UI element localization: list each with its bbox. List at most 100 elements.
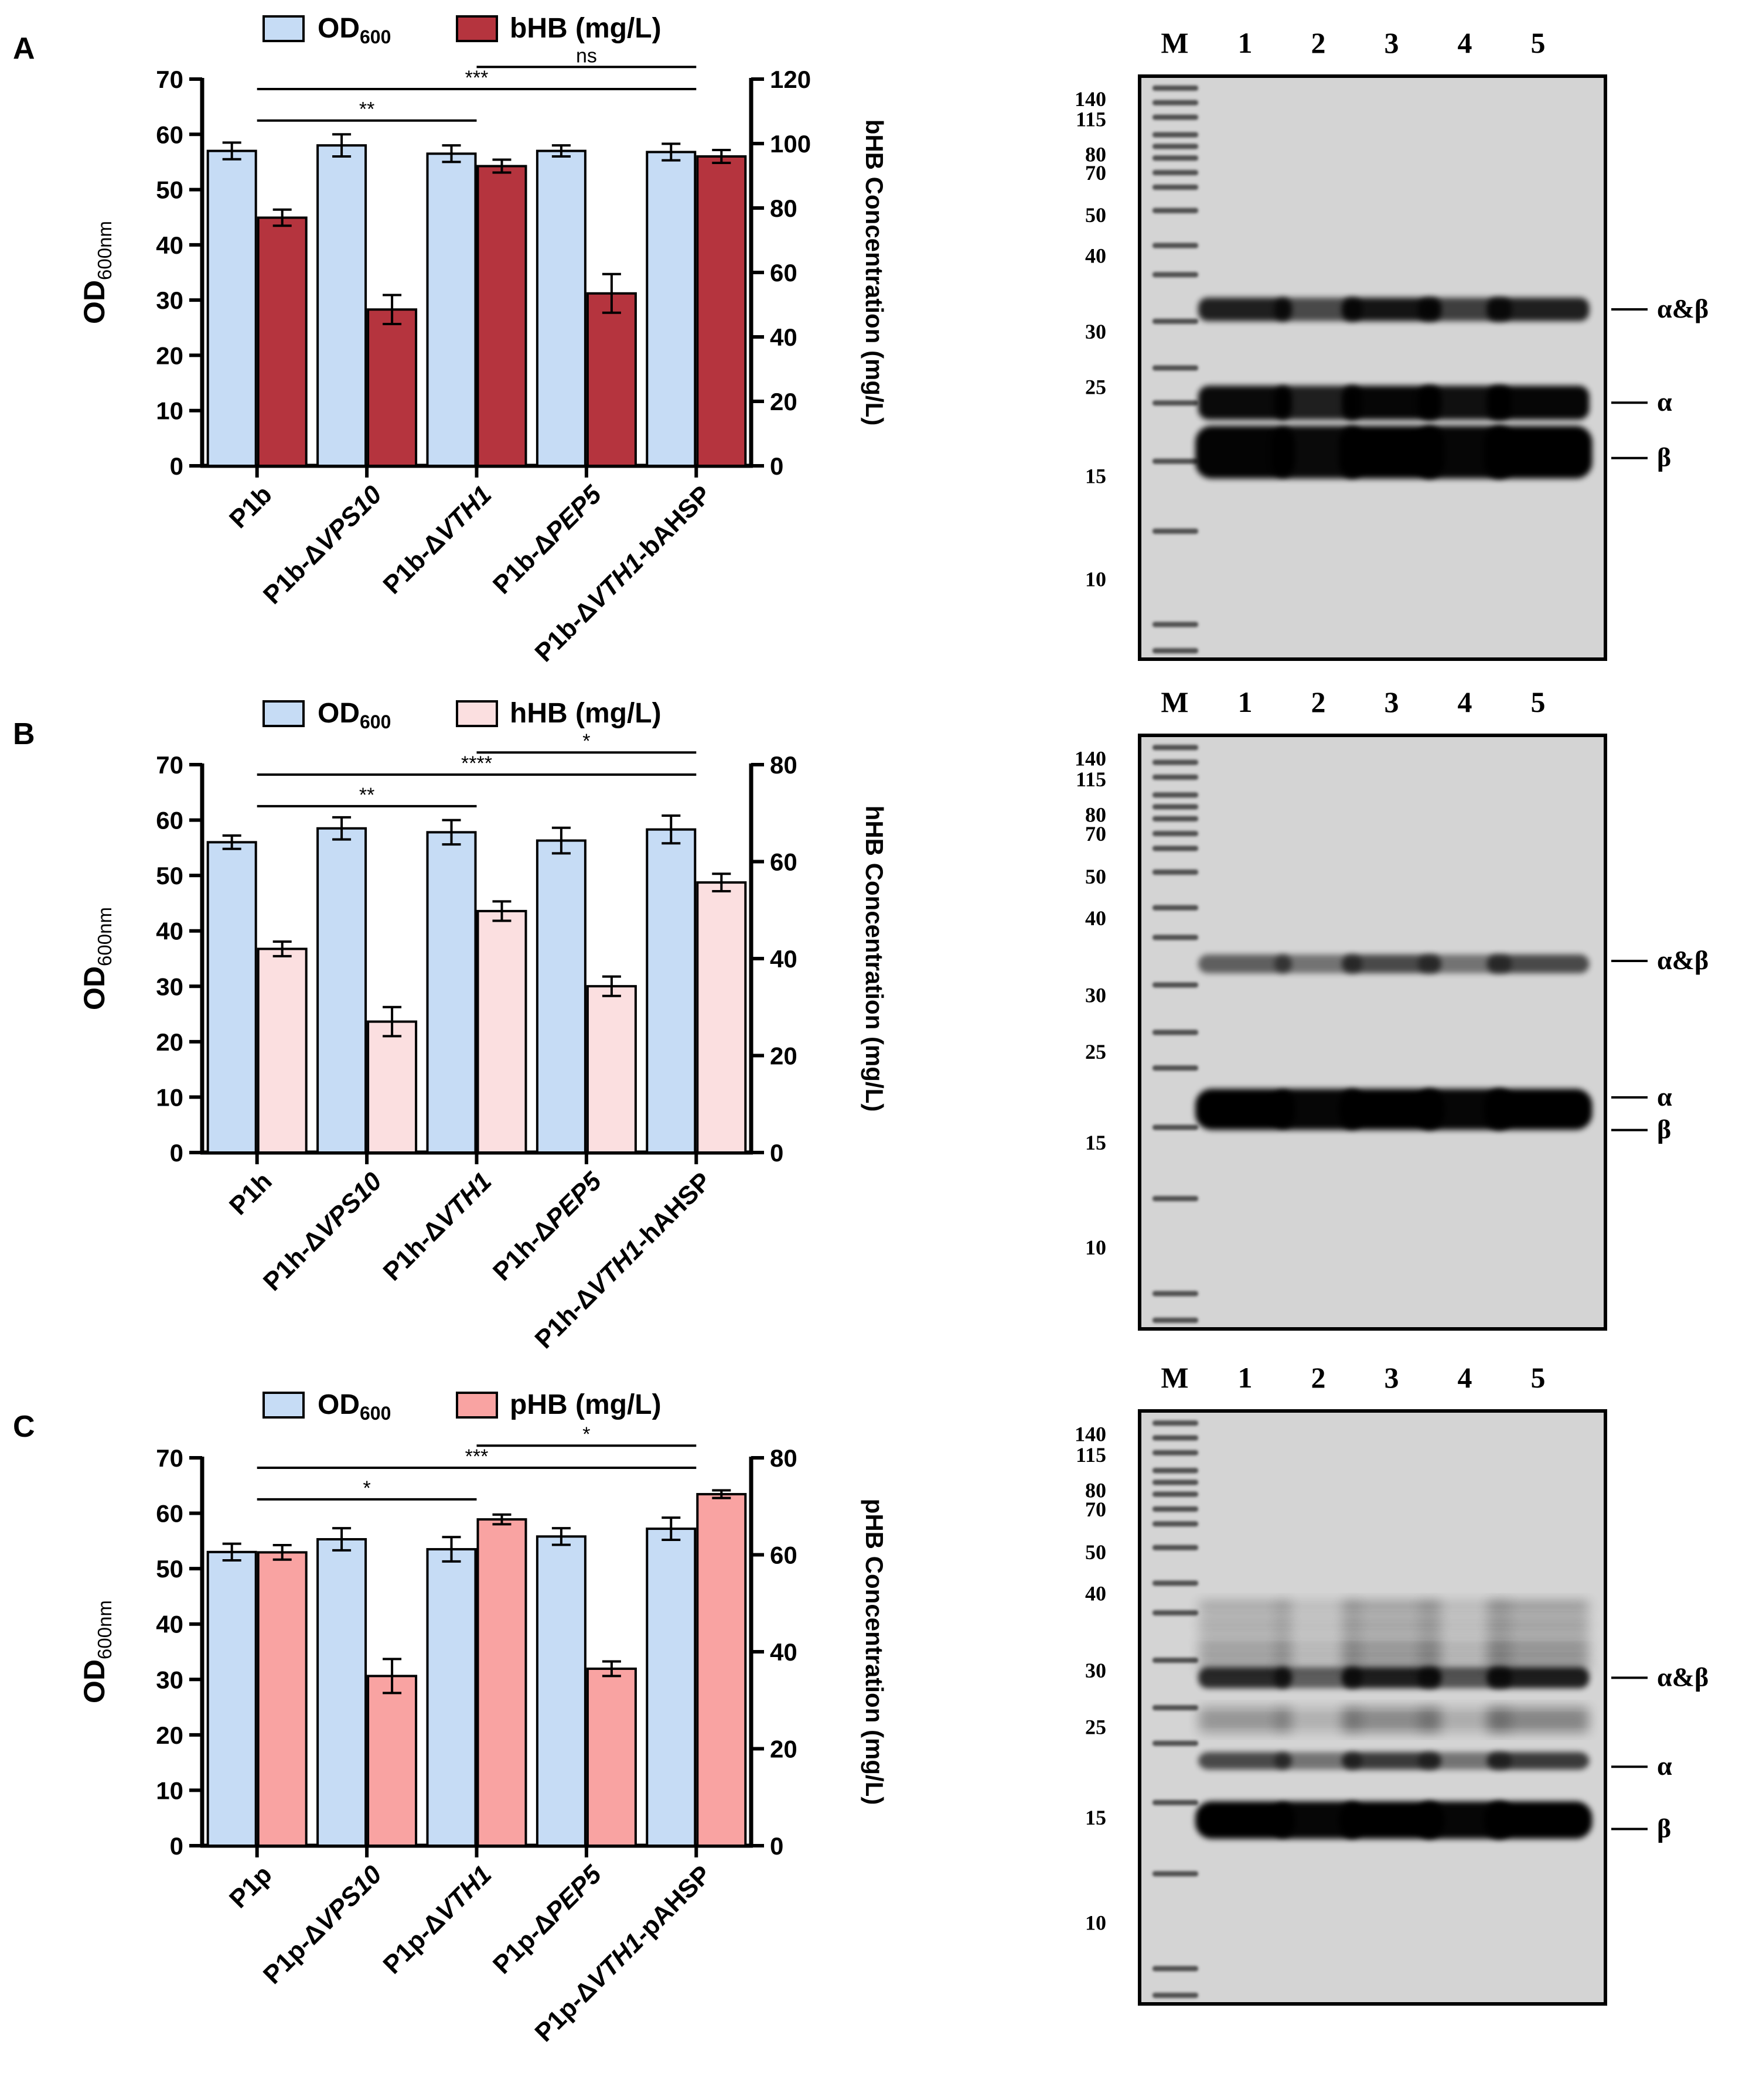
ladder-band bbox=[1152, 529, 1198, 534]
gel-smear-band bbox=[1486, 1636, 1590, 1649]
gel-marker-label: 25 bbox=[1085, 375, 1106, 398]
ladder-band bbox=[1152, 132, 1198, 138]
ladder-band bbox=[1152, 759, 1198, 765]
error-bar bbox=[383, 1005, 402, 1038]
gel-band-alpha bbox=[1274, 1752, 1362, 1770]
right-tick-label: 100 bbox=[770, 130, 811, 158]
ladder-band bbox=[1152, 1506, 1198, 1512]
gel-smear-band bbox=[1342, 1719, 1441, 1733]
ladder-band bbox=[1152, 207, 1198, 213]
legend-label-main: OD bbox=[318, 698, 360, 729]
x-category-part: -hAHSP bbox=[629, 1167, 717, 1254]
gel-marker-label: 80 bbox=[1085, 142, 1106, 166]
gel-band-beta bbox=[1484, 1089, 1593, 1130]
bar-hb bbox=[367, 1020, 418, 1154]
ladder-band bbox=[1152, 1196, 1198, 1202]
ladder-band bbox=[1152, 1580, 1198, 1586]
bar-hb bbox=[257, 216, 308, 467]
left-tick-label: 40 bbox=[156, 1611, 183, 1638]
gel-marker-label: 40 bbox=[1085, 1582, 1106, 1605]
ladder-band bbox=[1152, 792, 1198, 798]
gel-band-alpha-beta bbox=[1274, 298, 1362, 321]
gel-marker-label: 50 bbox=[1085, 203, 1106, 227]
panel-letter: B bbox=[13, 717, 35, 751]
error-bar bbox=[332, 816, 352, 841]
gel-smear-band bbox=[1198, 1636, 1292, 1649]
left-tick-label: 30 bbox=[156, 287, 183, 314]
gel-smear-band bbox=[1342, 1600, 1441, 1614]
left-tick-label: 70 bbox=[156, 751, 183, 779]
error-bar bbox=[442, 819, 461, 846]
gel-lane-label: 1 bbox=[1238, 1361, 1253, 1394]
gel-marker-label: 40 bbox=[1085, 244, 1106, 267]
x-category-part: P1b-Δ bbox=[378, 527, 451, 599]
gel-band-alpha bbox=[1342, 386, 1441, 420]
bar-od600 bbox=[536, 149, 587, 468]
right-tick-label: 80 bbox=[770, 195, 797, 222]
panel-letter: C bbox=[13, 1410, 35, 1444]
gel-marker-label: 140 bbox=[1075, 746, 1106, 770]
gel-marker-label: 140 bbox=[1075, 87, 1106, 111]
error-bar bbox=[222, 834, 241, 850]
left-axis-label: OD600nm bbox=[78, 907, 115, 1010]
ladder-band bbox=[1152, 365, 1198, 371]
x-category-label: P1p-ΔVTH1 bbox=[378, 1860, 497, 1979]
gel-marker-label: 40 bbox=[1085, 906, 1106, 930]
x-category-label: P1b-ΔVPS10 bbox=[258, 480, 388, 610]
gel-marker-label: 30 bbox=[1085, 320, 1106, 343]
ladder-band bbox=[1152, 935, 1198, 940]
gel-band-beta bbox=[1195, 1801, 1295, 1839]
gel-band-alpha bbox=[1342, 1752, 1441, 1770]
error-bar bbox=[602, 975, 621, 997]
x-category-label: P1b bbox=[224, 480, 278, 534]
left-tick-label: 10 bbox=[156, 1083, 183, 1111]
right-tick-label: 60 bbox=[770, 848, 797, 876]
left-axis-label: OD600nm bbox=[78, 221, 115, 324]
legend-label-sub: 600 bbox=[360, 1403, 391, 1424]
legend-label-main: OD bbox=[318, 1389, 360, 1420]
error-bar bbox=[272, 208, 292, 227]
error-bar bbox=[551, 826, 571, 855]
gel-lane-label: 5 bbox=[1531, 686, 1546, 718]
gel-band-alpha-beta bbox=[1274, 954, 1362, 974]
gel-marker-label: 115 bbox=[1076, 1443, 1106, 1467]
gel-band-alpha-beta bbox=[1486, 298, 1590, 321]
legend-label-hb: pHB (mg/L) bbox=[510, 1389, 661, 1420]
gel-smear-band bbox=[1274, 1707, 1362, 1721]
gel-lane-label: 4 bbox=[1458, 686, 1472, 718]
gel-marker-label: 15 bbox=[1085, 465, 1106, 488]
gel-band-alpha-beta bbox=[1486, 1667, 1590, 1689]
significance-label: ** bbox=[359, 98, 374, 121]
bar-hb bbox=[586, 985, 637, 1154]
gel-smear-band bbox=[1342, 1707, 1441, 1721]
gel-smear-band bbox=[1198, 1719, 1292, 1733]
right-tick-label: 20 bbox=[770, 1042, 797, 1070]
right-tick-label: 20 bbox=[770, 388, 797, 415]
left-tick-label: 50 bbox=[156, 862, 183, 889]
bar-od600 bbox=[536, 1535, 587, 1847]
gel-marker-label: 70 bbox=[1085, 161, 1106, 185]
band-label: β bbox=[1657, 442, 1671, 472]
gel-marker-label: 115 bbox=[1076, 108, 1106, 131]
ladder-band bbox=[1152, 458, 1198, 464]
bar-od600 bbox=[426, 831, 477, 1154]
gel-marker-label: 30 bbox=[1085, 984, 1106, 1007]
ladder-band bbox=[1152, 85, 1198, 91]
x-category-part: VPS10 bbox=[311, 1167, 388, 1244]
right-axis-label: bHB Concentration (mg/L) bbox=[861, 120, 888, 426]
ladder-band bbox=[1152, 1705, 1198, 1710]
gel-bands bbox=[1152, 745, 1593, 1323]
gel-lane-label: 2 bbox=[1311, 26, 1326, 59]
ladder-band bbox=[1152, 1658, 1198, 1663]
bar-hb bbox=[367, 308, 418, 467]
ladder-band bbox=[1152, 1545, 1198, 1550]
gel-smear-band bbox=[1274, 1648, 1362, 1661]
gel-marker-label: 70 bbox=[1085, 822, 1106, 846]
error-bar bbox=[661, 1516, 681, 1541]
ladder-band bbox=[1152, 816, 1198, 821]
gel-lane-label: 1 bbox=[1238, 686, 1253, 718]
x-category-label: P1h bbox=[224, 1167, 278, 1221]
x-category-part: VPS10 bbox=[311, 1860, 388, 1937]
right-tick-label: 0 bbox=[770, 1139, 783, 1167]
band-label: α bbox=[1657, 1751, 1672, 1781]
